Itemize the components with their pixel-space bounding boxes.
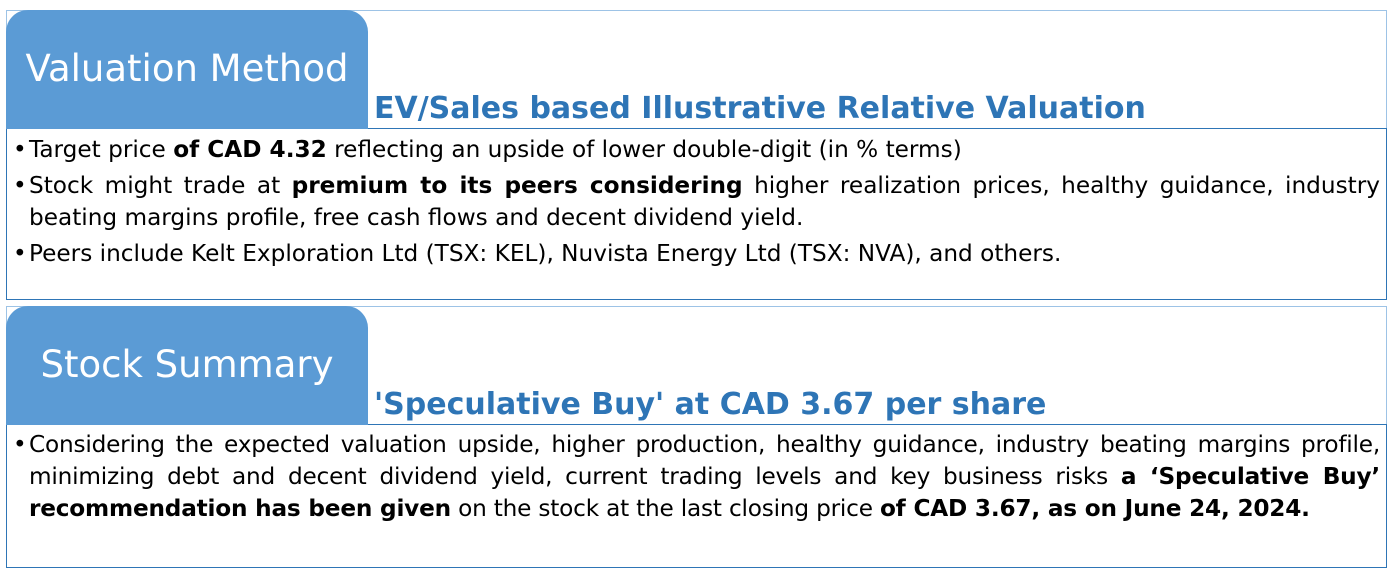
bullet-text: Stock might trade at [29,172,292,199]
bullet-bold-text: of CAD 3.67, as on June 24, 2024. [879,495,1310,522]
valuation-body: Target price of CAD 4.32 reflecting an u… [6,128,1387,300]
bullet-bold-text: of CAD 4.32 [173,136,327,163]
summary-bullet-recommendation: Considering the expected valuation upsid… [13,429,1380,525]
bullet-text: reflecting an upside of lower double-dig… [326,136,962,163]
stock-summary-tab: Stock Summary [6,306,368,425]
valuation-bullet-target-price: Target price of CAD 4.32 reflecting an u… [13,134,1380,166]
summary-body: Considering the expected valuation upsid… [6,424,1387,568]
summary-section: Stock Summary 'Speculative Buy' at CAD 3… [6,306,1387,568]
valuation-header-row: Valuation Method EV/Sales based Illustra… [6,10,1387,129]
bullet-bold-text: premium to its peers considering [291,172,743,199]
bullet-text: higher realization prices, healthy guida… [29,172,1381,231]
bullet-text: on the stock at the last closing price [450,495,880,522]
bullet-text: Considering the expected valuation upsid… [29,431,1380,490]
bullet-text: Peers include Kelt Exploration Ltd (TSX:… [29,240,1062,267]
valuation-method-tab: Valuation Method [6,10,368,129]
valuation-bullet-peers: Peers include Kelt Exploration Ltd (TSX:… [13,238,1380,270]
valuation-subtitle: EV/Sales based Illustrative Relative Val… [374,91,1146,126]
valuation-bullet-premium: Stock might trade at premium to its peer… [13,170,1380,234]
bullet-text: Target price [29,136,174,163]
summary-subtitle: 'Speculative Buy' at CAD 3.67 per share [374,387,1047,422]
bullet-bold-text: a ‘Speculative Buy’ recommendation has b… [29,463,1381,522]
summary-header-row: Stock Summary 'Speculative Buy' at CAD 3… [6,306,1387,425]
valuation-section: Valuation Method EV/Sales based Illustra… [6,10,1387,300]
